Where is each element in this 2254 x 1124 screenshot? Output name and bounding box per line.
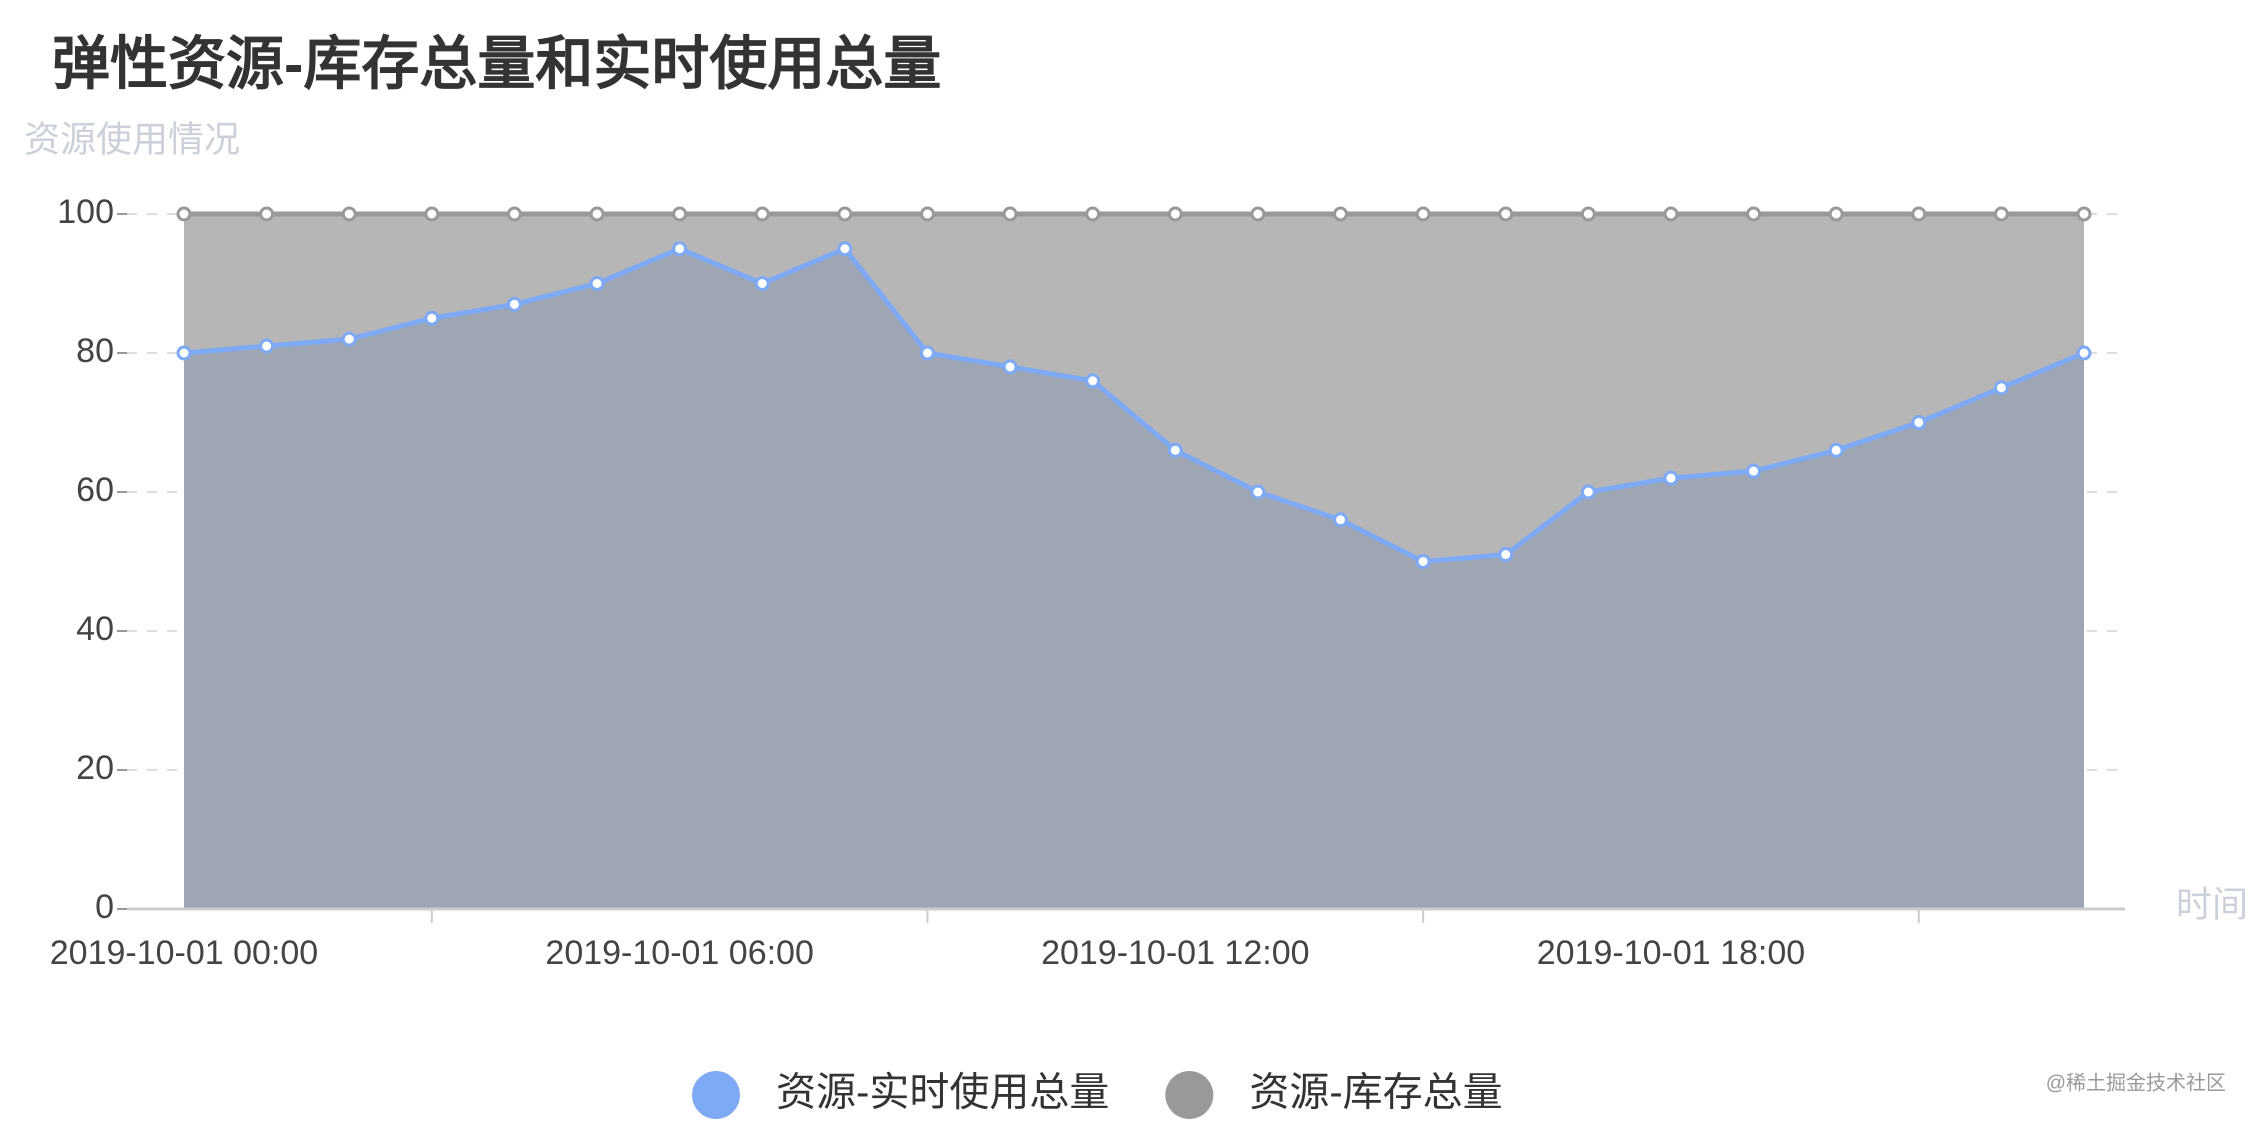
point: [589, 206, 605, 222]
point: [1002, 206, 1018, 222]
point: [259, 206, 275, 222]
legend: 资源-实时使用总量 资源-库存总量: [692, 1071, 1503, 1119]
point: [1333, 512, 1349, 528]
point: [341, 206, 357, 222]
point: [176, 345, 192, 361]
point: [176, 206, 192, 222]
point: [1085, 206, 1101, 222]
x-tick-label: 2019-10-01 00:00: [50, 934, 318, 972]
y-axis-label: 资源使用情况: [24, 119, 240, 160]
point: [2076, 206, 2092, 222]
point: [1085, 373, 1101, 389]
point: [1498, 547, 1514, 563]
point: [424, 206, 440, 222]
point: [837, 206, 853, 222]
y-tick-label: 60: [76, 471, 114, 509]
point: [1498, 206, 1514, 222]
point: [506, 296, 522, 312]
point: [1002, 359, 1018, 375]
x-tick-label: 2019-10-01 18:00: [1537, 934, 1805, 972]
point: [1580, 484, 1596, 500]
point: [1993, 206, 2009, 222]
point: [672, 206, 688, 222]
point: [1663, 470, 1679, 486]
point: [1828, 206, 1844, 222]
point: [1167, 442, 1183, 458]
legend-label: 资源-库存总量: [1249, 1071, 1502, 1115]
point: [754, 206, 770, 222]
point: [919, 206, 935, 222]
point: [1167, 206, 1183, 222]
y-tick-label: 0: [95, 888, 114, 926]
point: [2076, 345, 2092, 361]
point: [259, 338, 275, 354]
point: [1250, 484, 1266, 500]
point: [672, 241, 688, 257]
y-tick-label: 20: [76, 749, 114, 787]
legend-marker: [692, 1071, 740, 1119]
x-tick-label: 2019-10-01 12:00: [1041, 934, 1309, 972]
point: [837, 241, 853, 257]
point: [1415, 554, 1431, 569]
y-tick-label: 40: [76, 610, 114, 648]
y-tick-label: 80: [76, 332, 114, 370]
point: [1746, 206, 1762, 222]
point: [1746, 463, 1762, 479]
point: [1993, 380, 2009, 396]
point: [1333, 206, 1349, 222]
point: [424, 310, 440, 326]
point: [1415, 206, 1431, 222]
point: [1911, 206, 1927, 222]
point: [1250, 206, 1266, 222]
point: [754, 276, 770, 291]
point: [919, 345, 935, 361]
x-tick-label: 2019-10-01 06:00: [545, 934, 813, 972]
legend-label: 资源-实时使用总量: [776, 1071, 1109, 1115]
y-tick-label: 100: [57, 193, 114, 231]
point: [341, 331, 357, 347]
point: [506, 206, 522, 222]
point: [1828, 442, 1844, 458]
point: [589, 276, 605, 291]
watermark: @稀土掘金技术社区: [2046, 1071, 2226, 1094]
legend-marker: [1165, 1071, 1214, 1119]
point: [1580, 206, 1596, 222]
x-axis-label: 时间: [2176, 884, 2248, 925]
area: [184, 248, 2084, 909]
point: [1911, 415, 1927, 430]
line: [183, 245, 2085, 565]
chart-title: 弹性资源-库存总量和实时使用总量: [52, 31, 941, 96]
point: [1663, 206, 1679, 222]
